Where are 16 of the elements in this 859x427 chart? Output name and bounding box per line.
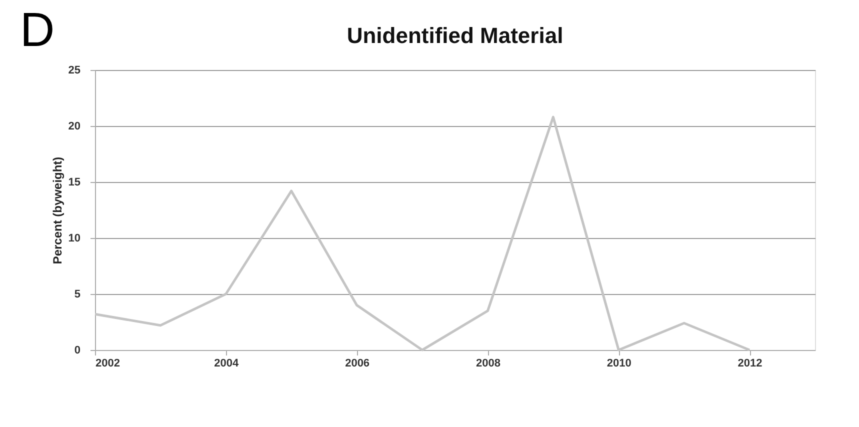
y-tick-label: 5 — [74, 288, 80, 300]
y-tick-label: 25 — [68, 64, 80, 76]
x-tick-label: 2012 — [738, 358, 762, 370]
x-tick-label: 2010 — [606, 358, 632, 370]
y-tick-label: 15 — [68, 176, 80, 188]
x-tick-label: 2006 — [345, 358, 370, 370]
chart-title: Unidentified Material — [346, 23, 564, 48]
x-tick-label: 2008 — [476, 358, 500, 370]
y-tick-label: 10 — [68, 232, 80, 244]
y-axis-title: Percent (byweight) — [50, 156, 64, 264]
line-series — [94, 116, 751, 352]
y-tick-label: 0 — [74, 344, 80, 356]
x-tick-label: 2004 — [214, 358, 240, 370]
text: D — [20, 4, 55, 57]
x-tick-label: 2002 — [96, 358, 120, 370]
y-tick-label: 20 — [68, 120, 80, 132]
